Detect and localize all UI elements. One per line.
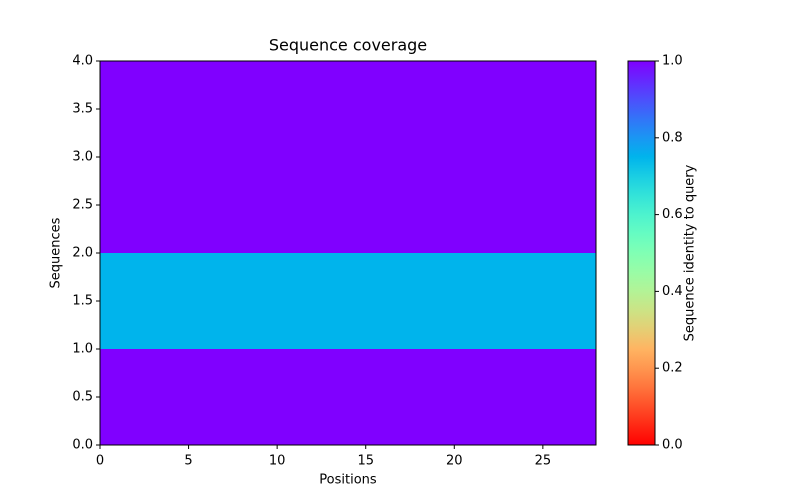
x-tick-label: 0 xyxy=(96,454,104,469)
heatmap-cell xyxy=(100,61,596,157)
y-tick-label: 2.5 xyxy=(72,198,93,213)
y-tick-label: 0.5 xyxy=(72,390,93,405)
x-axis-label: Positions xyxy=(319,473,377,488)
x-tick-label: 15 xyxy=(357,454,374,469)
heatmap-cell xyxy=(100,253,596,349)
x-tick-label: 5 xyxy=(184,454,192,469)
y-axis-label: Sequences xyxy=(49,217,64,288)
y-tick-label: 2.0 xyxy=(72,246,93,261)
colorbar-label: Sequence identity to query xyxy=(683,164,698,341)
y-tick-label: 4.0 xyxy=(72,54,93,69)
y-tick-label: 0.0 xyxy=(72,438,93,453)
x-tick-label: 10 xyxy=(269,454,286,469)
x-tick-label: 20 xyxy=(446,454,463,469)
colorbar-tick-label: 0.0 xyxy=(662,438,683,453)
heatmap-cell xyxy=(100,349,596,445)
y-tick-label: 1.0 xyxy=(72,342,93,357)
chart-title: Sequence coverage xyxy=(269,36,427,55)
colorbar-tick-label: 0.2 xyxy=(662,361,683,376)
colorbar-tick-label: 0.4 xyxy=(662,284,683,299)
colorbar-tick-label: 1.0 xyxy=(662,54,683,69)
y-tick-label: 1.5 xyxy=(72,294,93,309)
colorbar-tick-label: 0.6 xyxy=(662,207,683,222)
y-tick-label: 3.5 xyxy=(72,102,93,117)
heatmap-cell xyxy=(100,157,596,253)
colorbar xyxy=(627,60,656,446)
x-tick-label: 25 xyxy=(535,454,552,469)
colorbar-tick-label: 0.8 xyxy=(662,130,683,145)
y-tick-label: 3.0 xyxy=(72,150,93,165)
